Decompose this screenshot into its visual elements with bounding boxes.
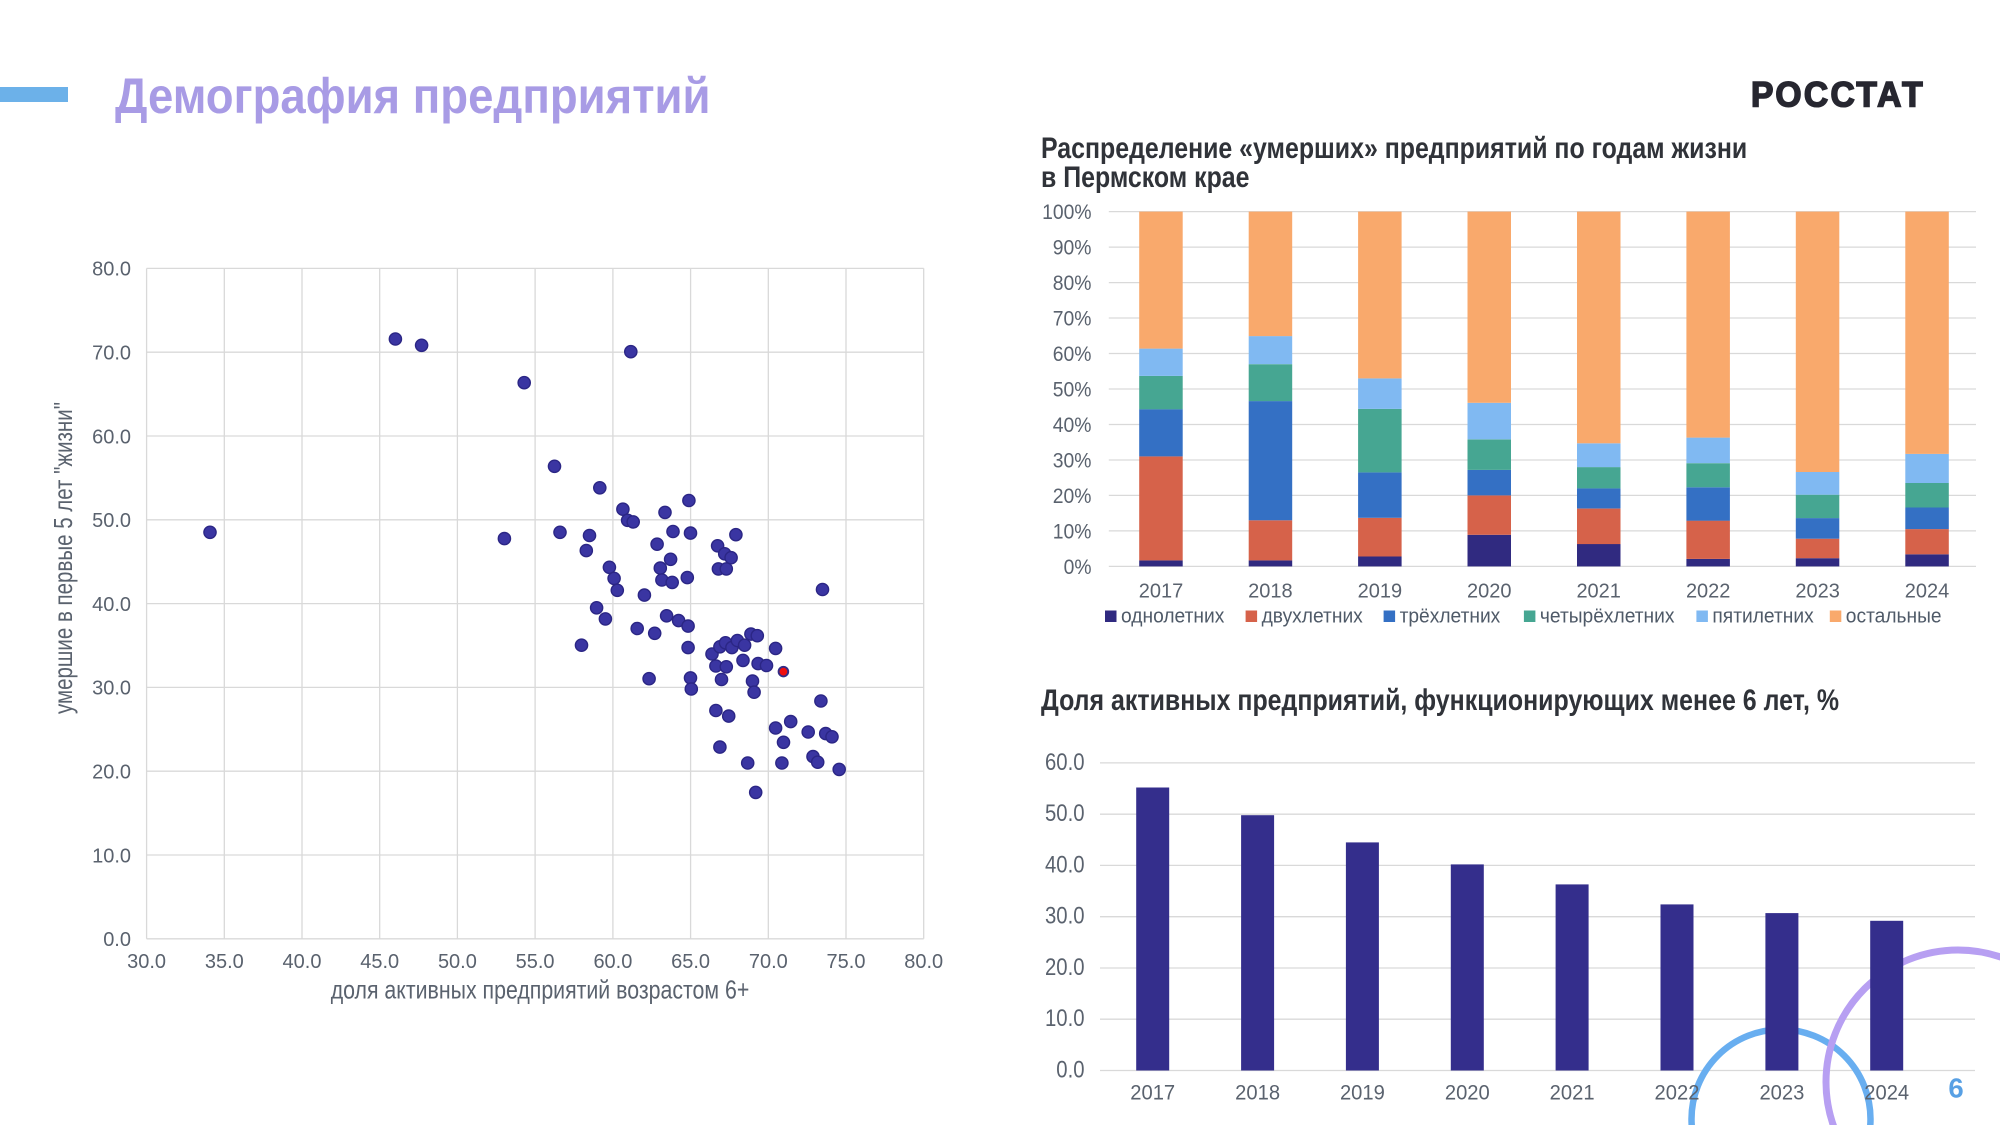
svg-text:70.0: 70.0 <box>92 343 131 365</box>
svg-text:60%: 60% <box>1053 343 1092 366</box>
svg-text:двухлетних: двухлетних <box>1262 606 1363 628</box>
svg-text:40%: 40% <box>1053 414 1092 437</box>
svg-text:2024: 2024 <box>1905 581 1950 603</box>
svg-text:2021: 2021 <box>1576 581 1621 603</box>
svg-text:10%: 10% <box>1053 521 1092 544</box>
svg-text:РОССТАТ: РОССТАТ <box>1751 76 1925 115</box>
svg-text:Демография предприятий: Демография предприятий <box>115 68 711 124</box>
svg-text:в Пермском крае: в Пермском крае <box>1041 161 1250 194</box>
svg-text:20%: 20% <box>1053 485 1092 508</box>
svg-text:0.0: 0.0 <box>103 929 131 951</box>
svg-text:40.0: 40.0 <box>1045 851 1085 878</box>
svg-text:2021: 2021 <box>1550 1082 1595 1105</box>
svg-text:остальные: остальные <box>1846 606 1942 628</box>
svg-text:70%: 70% <box>1053 308 1092 331</box>
svg-text:50.0: 50.0 <box>438 951 477 973</box>
svg-text:10.0: 10.0 <box>1045 1005 1085 1032</box>
svg-text:умершие в первые 5 лет "жизни": умершие в первые 5 лет "жизни" <box>48 402 78 714</box>
svg-text:40.0: 40.0 <box>283 951 322 973</box>
svg-text:2017: 2017 <box>1139 581 1184 603</box>
svg-text:трёхлетних: трёхлетних <box>1400 606 1501 628</box>
svg-text:2020: 2020 <box>1445 1082 1490 1105</box>
svg-text:2024: 2024 <box>1864 1082 1909 1105</box>
svg-text:0.0: 0.0 <box>1056 1057 1084 1084</box>
svg-text:50.0: 50.0 <box>92 510 131 532</box>
svg-text:70.0: 70.0 <box>749 951 788 973</box>
svg-text:10.0: 10.0 <box>92 845 131 867</box>
svg-text:50%: 50% <box>1053 379 1092 402</box>
svg-text:60.0: 60.0 <box>593 951 632 973</box>
svg-text:90%: 90% <box>1053 237 1092 260</box>
svg-text:2019: 2019 <box>1340 1082 1385 1105</box>
svg-text:60.0: 60.0 <box>92 426 131 448</box>
svg-text:100%: 100% <box>1042 201 1091 224</box>
svg-text:2022: 2022 <box>1686 581 1731 603</box>
svg-text:2023: 2023 <box>1759 1082 1804 1105</box>
svg-text:55.0: 55.0 <box>516 951 555 973</box>
svg-text:80.0: 80.0 <box>92 259 131 281</box>
svg-text:35.0: 35.0 <box>205 951 244 973</box>
svg-text:Доля активных предприятий, фун: Доля активных предприятий, функционирующ… <box>1041 684 1839 717</box>
svg-text:80.0: 80.0 <box>904 951 943 973</box>
svg-text:однолетних: однолетних <box>1121 606 1224 628</box>
svg-text:20.0: 20.0 <box>92 762 131 784</box>
svg-text:40.0: 40.0 <box>92 594 131 616</box>
svg-text:2017: 2017 <box>1130 1082 1175 1105</box>
svg-text:доля активных предприятий возр: доля активных предприятий возрастом 6+ <box>331 975 750 1005</box>
svg-text:пятилетних: пятилетних <box>1712 606 1813 628</box>
svg-text:0%: 0% <box>1064 556 1092 579</box>
svg-text:6: 6 <box>1948 1073 1963 1104</box>
svg-text:75.0: 75.0 <box>827 951 866 973</box>
svg-text:2018: 2018 <box>1248 581 1293 603</box>
svg-text:65.0: 65.0 <box>671 951 710 973</box>
svg-text:45.0: 45.0 <box>360 951 399 973</box>
svg-text:2022: 2022 <box>1655 1082 1700 1105</box>
svg-text:30%: 30% <box>1053 450 1092 473</box>
svg-text:четырёхлетних: четырёхлетних <box>1540 606 1675 628</box>
svg-text:60.0: 60.0 <box>1045 749 1085 776</box>
svg-text:50.0: 50.0 <box>1045 800 1085 827</box>
svg-text:20.0: 20.0 <box>1045 954 1085 981</box>
svg-text:80%: 80% <box>1053 272 1092 295</box>
svg-text:30.0: 30.0 <box>92 678 131 700</box>
svg-text:30.0: 30.0 <box>127 951 166 973</box>
svg-text:2018: 2018 <box>1235 1082 1280 1105</box>
svg-text:2020: 2020 <box>1467 581 1512 603</box>
svg-text:2019: 2019 <box>1358 581 1403 603</box>
svg-text:Распределение «умерших» предпр: Распределение «умерших» предприятий по г… <box>1041 132 1747 165</box>
svg-text:30.0: 30.0 <box>1045 903 1085 930</box>
svg-text:2023: 2023 <box>1795 581 1840 603</box>
